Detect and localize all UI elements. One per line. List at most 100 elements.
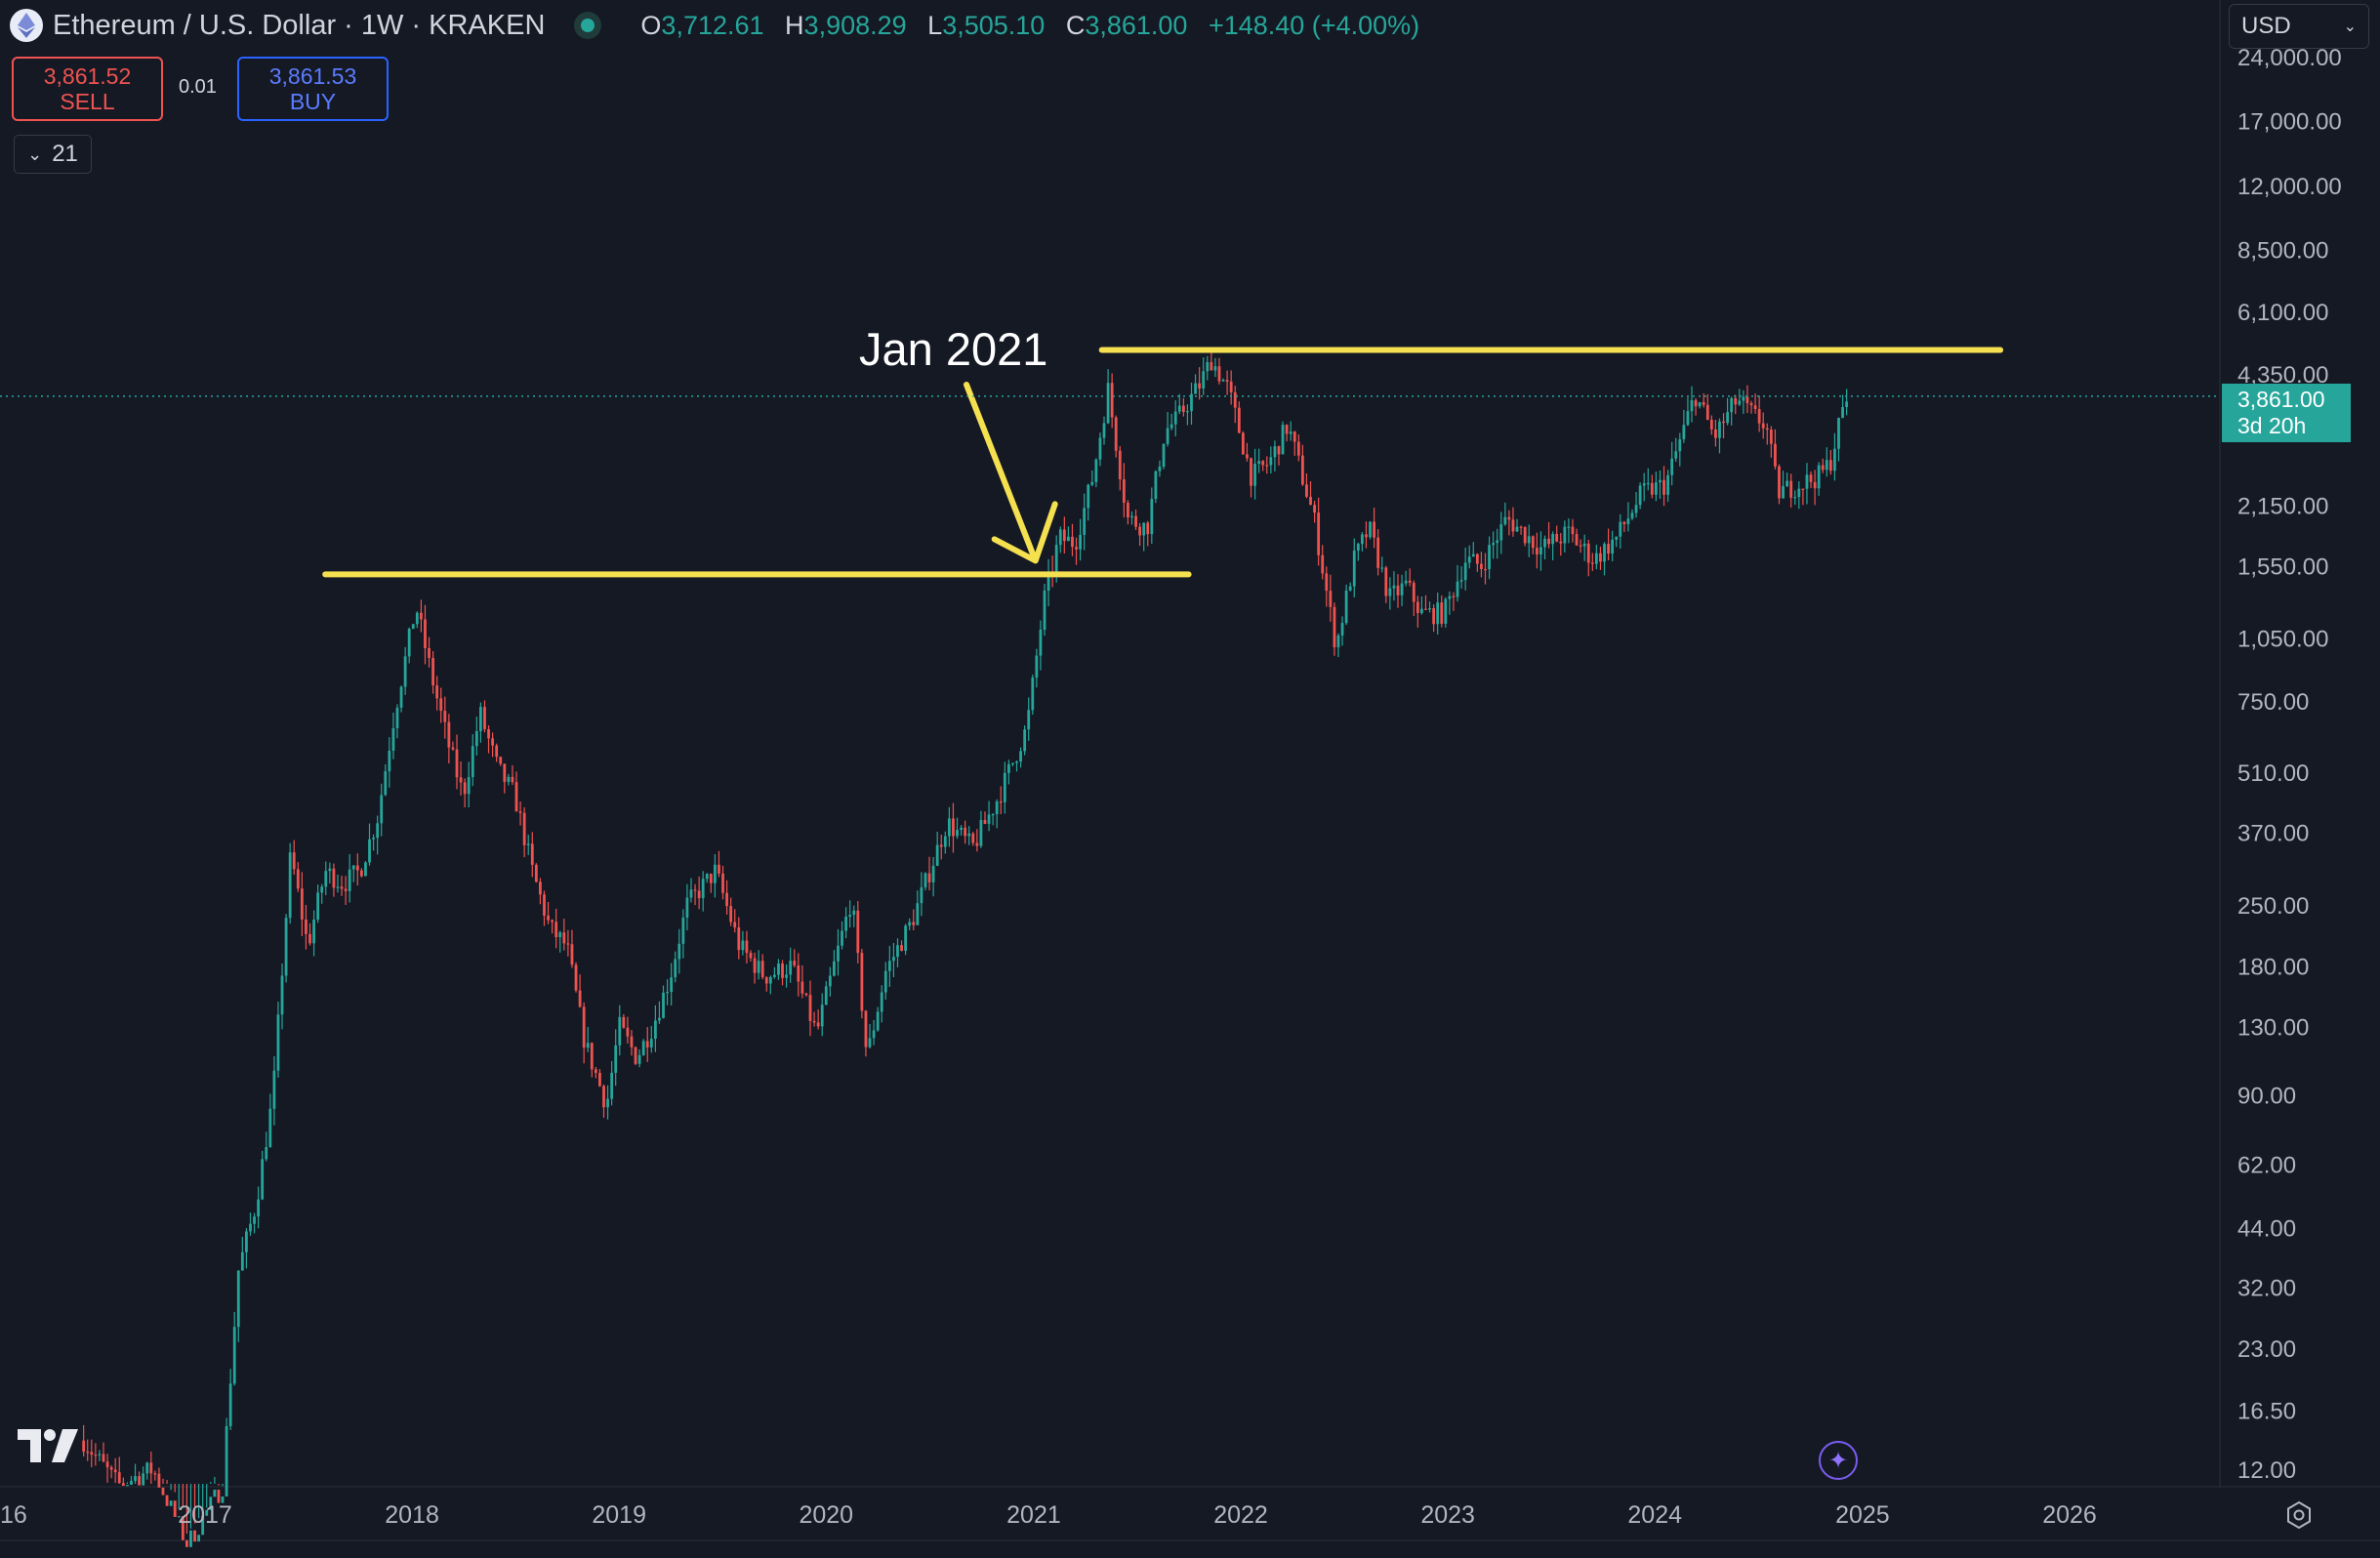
candle-body [1654,482,1658,495]
candle-body [662,992,665,1018]
candle-body [793,961,797,965]
candle-body [332,868,336,888]
annotation-label[interactable]: Jan 2021 [859,323,1047,375]
candle-body [1071,536,1074,548]
high-value: 3,908.29 [803,10,907,40]
candle-body [359,870,363,877]
change-value: +148.40 (+4.00%) [1208,10,1420,40]
candle-body [530,843,534,865]
candle-body [284,918,288,976]
buy-button[interactable]: 3,861.53 BUY [237,57,389,121]
candle-body [1440,602,1444,624]
candle-body [1190,393,1193,412]
candle-body [1241,432,1245,455]
candle-body [479,707,482,732]
candle-body [1058,529,1062,546]
indicators-toggle-button[interactable]: ⌄ 21 [14,135,92,174]
sell-button[interactable]: 3,861.52 SELL [12,57,163,121]
candle-body [1110,383,1114,418]
candle-body [1622,521,1626,524]
candle-body [388,751,391,772]
candle-body [1127,502,1129,517]
candle-body [768,976,772,984]
candle-body [292,852,296,870]
candle-body [487,729,490,739]
candle-body [693,889,697,891]
candle-body [1066,536,1070,542]
candle-body [1162,443,1166,468]
price-tick-label: 2,150.00 [2237,493,2328,519]
candle-body [455,749,459,778]
candle-body [1801,488,1805,490]
candle-body [1499,524,1503,541]
candle-body [956,830,959,837]
candle-body [1122,479,1126,503]
candle-body [1210,361,1213,371]
candle-body [1452,595,1456,597]
candle-body [1642,483,1646,486]
candle-body [1778,466,1781,499]
candle-body [232,1327,236,1384]
candle-body [1555,534,1559,542]
symbol-title[interactable]: Ethereum / U.S. Dollar · 1W · KRAKEN [53,9,546,41]
candle-body [594,1069,597,1073]
candle-body [1559,541,1563,544]
candle-body [554,922,558,938]
price-tick-label: 8,500.00 [2237,238,2328,265]
candle-body [1714,429,1717,438]
candle-body [574,964,578,991]
chevron-down-icon: ⌄ [2343,19,2357,35]
candle-body [773,974,776,977]
candle-body [1511,519,1515,532]
candle-body [1702,402,1705,405]
price-tick-label: 6,100.00 [2237,300,2328,326]
candle-body [908,922,912,926]
candle-body [543,894,546,916]
candle-body [447,721,451,748]
candle-body [312,920,315,944]
candle-body [109,1467,113,1470]
candle-body [674,959,677,978]
last-price-value: 3,861.00 [2237,387,2325,412]
candle-body [995,801,999,815]
candle-body [960,827,963,831]
candle-body [1300,455,1304,485]
candle-body [1749,403,1753,406]
sparkle-icon[interactable]: ✦ [1819,1441,1858,1480]
candle-body [380,795,384,824]
low-value: 3,505.10 [942,10,1046,40]
candle-body [1277,446,1281,455]
candle-body [138,1476,141,1486]
candle-body [987,814,991,824]
annotation-arrow[interactable] [964,382,1058,564]
candle-body [725,892,728,907]
candle-body [245,1231,248,1252]
candle-body [495,745,499,758]
settings-icon[interactable] [2284,1500,2314,1530]
currency-select[interactable]: USD ⌄ [2229,4,2369,49]
candle-body [1638,485,1642,506]
candle-body [1186,411,1189,413]
candle-body [507,776,511,782]
candle-body [1246,454,1249,459]
candle-body [1083,508,1087,535]
tradingview-logo-icon[interactable] [18,1425,78,1462]
candle-body [590,1043,594,1070]
high-key: H [785,10,804,40]
candle-body [916,903,920,925]
candle-body [467,777,471,795]
eth-logo-icon [10,9,43,42]
candle-body [395,708,399,728]
candle-body [1646,482,1650,485]
candle-body [677,943,681,960]
candle-body [566,943,570,945]
candle-body [947,818,951,837]
candle-body [324,871,328,887]
candle-body [1607,544,1610,554]
symbol-header: Ethereum / U.S. Dollar · 1W · KRAKEN O3,… [10,6,1419,45]
candle-body [1054,545,1058,572]
candle-body [1031,677,1035,711]
candle-body [265,1147,268,1160]
candle-body [622,1016,626,1028]
